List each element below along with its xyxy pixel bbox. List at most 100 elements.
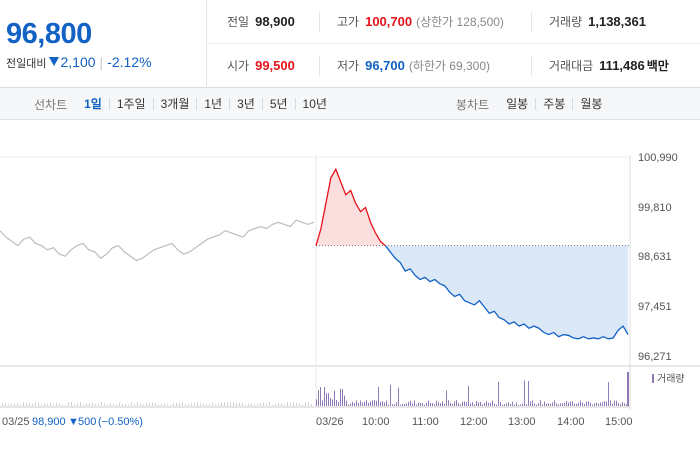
volume-bar: [53, 404, 54, 406]
volume-bar: [212, 402, 213, 406]
volume-bar: [600, 402, 601, 406]
volume-bar: [562, 403, 563, 406]
volume-bar: [296, 403, 297, 406]
current-price-box: 96,800 전일대비 2,100 | -2.12%: [0, 0, 207, 88]
volume-bar: [251, 403, 252, 406]
volume-bar: [510, 403, 511, 406]
volume-bar: [390, 384, 391, 406]
volume-bar: [492, 400, 493, 406]
volume-bar: [194, 403, 195, 406]
volume-bar: [538, 403, 539, 406]
volume-bar: [426, 402, 427, 406]
volume-bar: [68, 402, 69, 406]
volume-bar: [302, 404, 303, 406]
volume-bar: [318, 390, 319, 406]
tab-3y[interactable]: 3년: [229, 98, 262, 110]
price-chart[interactable]: 100,990 99,810 98,631 97,451 96,271 거래량 …: [0, 120, 700, 450]
volume-bar: [402, 404, 403, 406]
prev-day-price-line: [0, 219, 315, 262]
volume-bar: [456, 400, 457, 406]
volume-bar: [209, 404, 210, 406]
volume-bar: [620, 404, 621, 406]
price-summary: 96,800 전일대비 2,100 | -2.12% 전일 98,900 고가 100,7…: [0, 0, 700, 88]
tab-monthly[interactable]: 월봉: [572, 98, 609, 110]
volume-bar: [89, 403, 90, 406]
volume-bar: [568, 402, 569, 406]
volume-bar: [155, 403, 156, 406]
volume-bar: [594, 403, 595, 406]
volume-bar: [344, 395, 345, 406]
volume-bar: [374, 400, 375, 406]
volume-bar: [143, 404, 144, 406]
tab-5y[interactable]: 5년: [261, 98, 295, 110]
volume-bar: [56, 403, 57, 406]
volume-bar: [11, 404, 12, 406]
volume-bar: [348, 404, 349, 406]
open-value: 99,500: [255, 58, 295, 73]
volume-bar: [498, 381, 499, 406]
volume-bar: [596, 402, 597, 406]
volume-bar: [416, 404, 417, 406]
tab-1w[interactable]: 1주일: [108, 98, 153, 110]
volume-bar: [524, 380, 525, 406]
volume-bar: [440, 403, 441, 406]
volume-bar: [161, 404, 162, 406]
volume-bar: [380, 401, 381, 406]
volume-bar: [119, 402, 120, 406]
volume-bar: [191, 403, 192, 406]
down-area: [385, 245, 628, 339]
volume-bar: [572, 401, 573, 406]
volume-bar: [478, 402, 479, 406]
prev-day-close: 98,900: [32, 416, 66, 428]
y-tick-label: 96,271: [638, 351, 672, 363]
volume-bar: [164, 403, 165, 406]
amount-cell: 거래대금 111,486 백만: [549, 44, 669, 88]
volume-bar: [197, 402, 198, 406]
volume-bar: [336, 400, 337, 406]
tab-3m[interactable]: 3개월: [152, 98, 197, 110]
volume-bar: [324, 387, 325, 406]
volume-bar: [488, 402, 489, 406]
volume-bar: [257, 403, 258, 406]
volume-bar: [215, 404, 216, 406]
volume-cell: 거래량 1,138,361: [549, 0, 646, 44]
volume-bar: [386, 400, 387, 406]
prev-close-label: 전일: [227, 15, 250, 29]
high-cell: 고가 100,700 (상한가 128,500): [337, 0, 504, 44]
volume-bar: [526, 404, 527, 406]
volume-bar: [436, 400, 437, 406]
volume-bar: [104, 403, 105, 406]
volume-bar: [299, 403, 300, 406]
volume-bar: [86, 403, 87, 406]
volume-bar: [414, 400, 415, 406]
volume-bar: [382, 401, 383, 406]
volume-bar: [328, 393, 329, 406]
volume-bar: [47, 404, 48, 406]
y-tick-label: 98,631: [638, 251, 672, 263]
volume-bar: [480, 401, 481, 406]
volume-bar: [2, 403, 3, 406]
volume-bar: [388, 404, 389, 406]
x-tick-label: 12:00: [460, 416, 488, 428]
tab-1d[interactable]: 1일: [84, 97, 102, 111]
volume-bar: [452, 403, 453, 406]
volume-bar: [396, 402, 397, 406]
volume-bar: [230, 402, 231, 406]
volume-bar: [62, 404, 63, 406]
volume-bar: [418, 402, 419, 406]
volume-bar: [320, 387, 321, 406]
volume-bar: [293, 402, 294, 406]
volume-bar: [275, 403, 276, 406]
tab-daily[interactable]: 일봉: [506, 97, 529, 111]
volume-bar: [239, 403, 240, 406]
volume-bar: [514, 404, 515, 406]
tab-10y[interactable]: 10년: [294, 98, 334, 110]
volume-bar: [422, 403, 423, 406]
tab-1y[interactable]: 1년: [196, 98, 229, 110]
volume-bar: [95, 404, 96, 406]
volume-bar: [131, 402, 132, 406]
tab-weekly[interactable]: 주봉: [535, 98, 572, 110]
change-percent: -2.12%: [107, 54, 152, 70]
x-tick-label: 14:00: [557, 416, 585, 428]
volume-bar: [378, 386, 379, 406]
